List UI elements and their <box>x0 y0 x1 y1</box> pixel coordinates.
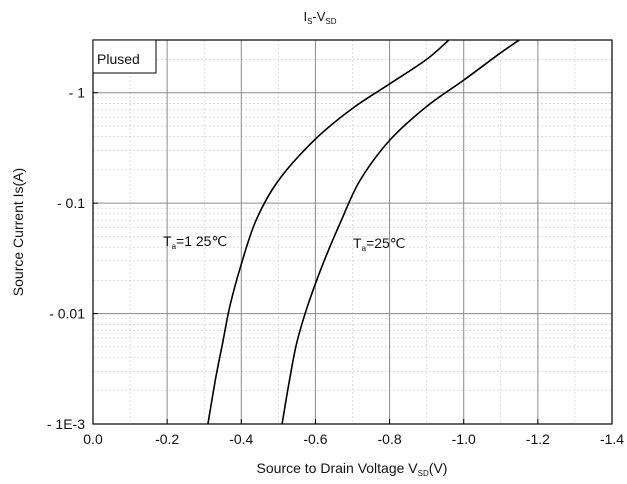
chart-title: IS-VSD <box>303 9 336 26</box>
minor-grid <box>93 40 612 424</box>
series-layer <box>207 39 520 425</box>
annotation-box-label: Plused <box>97 51 140 67</box>
y-tick-label: - 0.1 <box>57 195 85 211</box>
x-axis-title: Source to Drain Voltage VSD(V) <box>257 460 448 478</box>
x-tick-label: -0.6 <box>303 431 327 447</box>
x-tick-label: -1.4 <box>600 431 624 447</box>
major-grid <box>92 40 613 425</box>
y-axis-title: Source Current Is(A) <box>10 168 26 296</box>
x-tick-labels: 0.0 -0.2 -0.4 -0.6 -0.8 -1.0 -1.2 -1.4 <box>83 431 624 447</box>
x-axis-title-tail: (V) <box>429 460 448 476</box>
y-tick-label: - 1 <box>69 85 86 101</box>
y-tick-label: - 0.01 <box>49 306 85 322</box>
chart-title-sub1: S <box>307 17 312 26</box>
series-label-2-tail: =25℃ <box>366 235 405 251</box>
annotation-box: Plused <box>92 39 157 74</box>
series-label-2: Ta=25℃ <box>353 235 406 253</box>
x-tick-label: -1.0 <box>452 431 476 447</box>
x-tick-label: -1.2 <box>526 431 550 447</box>
x-axis-title-sub: SD <box>418 469 429 478</box>
x-tick-label: -0.8 <box>378 431 402 447</box>
x-tick-label: 0.0 <box>83 431 103 447</box>
x-tick-label: -0.2 <box>155 431 179 447</box>
series-label-2-text: Ta=25℃ <box>353 235 406 253</box>
x-tick-label: -0.4 <box>229 431 253 447</box>
series-label-2-sub: a <box>362 244 367 253</box>
annotation-box-frame <box>92 39 157 74</box>
series-label-1-sub: a <box>172 242 177 251</box>
series-line-2 <box>281 39 520 425</box>
chart-title-mid: -V <box>312 9 325 24</box>
plot-frame <box>92 39 613 425</box>
series-label-1: Ta=1 25℃ <box>163 233 227 251</box>
series-line-1 <box>207 39 450 425</box>
series-label-1-tail: =1 25℃ <box>176 233 227 249</box>
y-tick-label: - 1E-3 <box>47 416 85 432</box>
y-tick-labels: - 1E-3 - 0.01 - 0.1 - 1 <box>47 85 85 432</box>
chart-title-sub2: SD <box>325 17 336 26</box>
series-label-1-main: T <box>163 233 172 249</box>
series-label-2-main: T <box>353 235 362 251</box>
series-label-1-text: Ta=1 25℃ <box>163 233 227 251</box>
chart-title-main: I <box>303 9 307 24</box>
x-axis-title-main: Source to Drain Voltage V <box>257 460 419 476</box>
